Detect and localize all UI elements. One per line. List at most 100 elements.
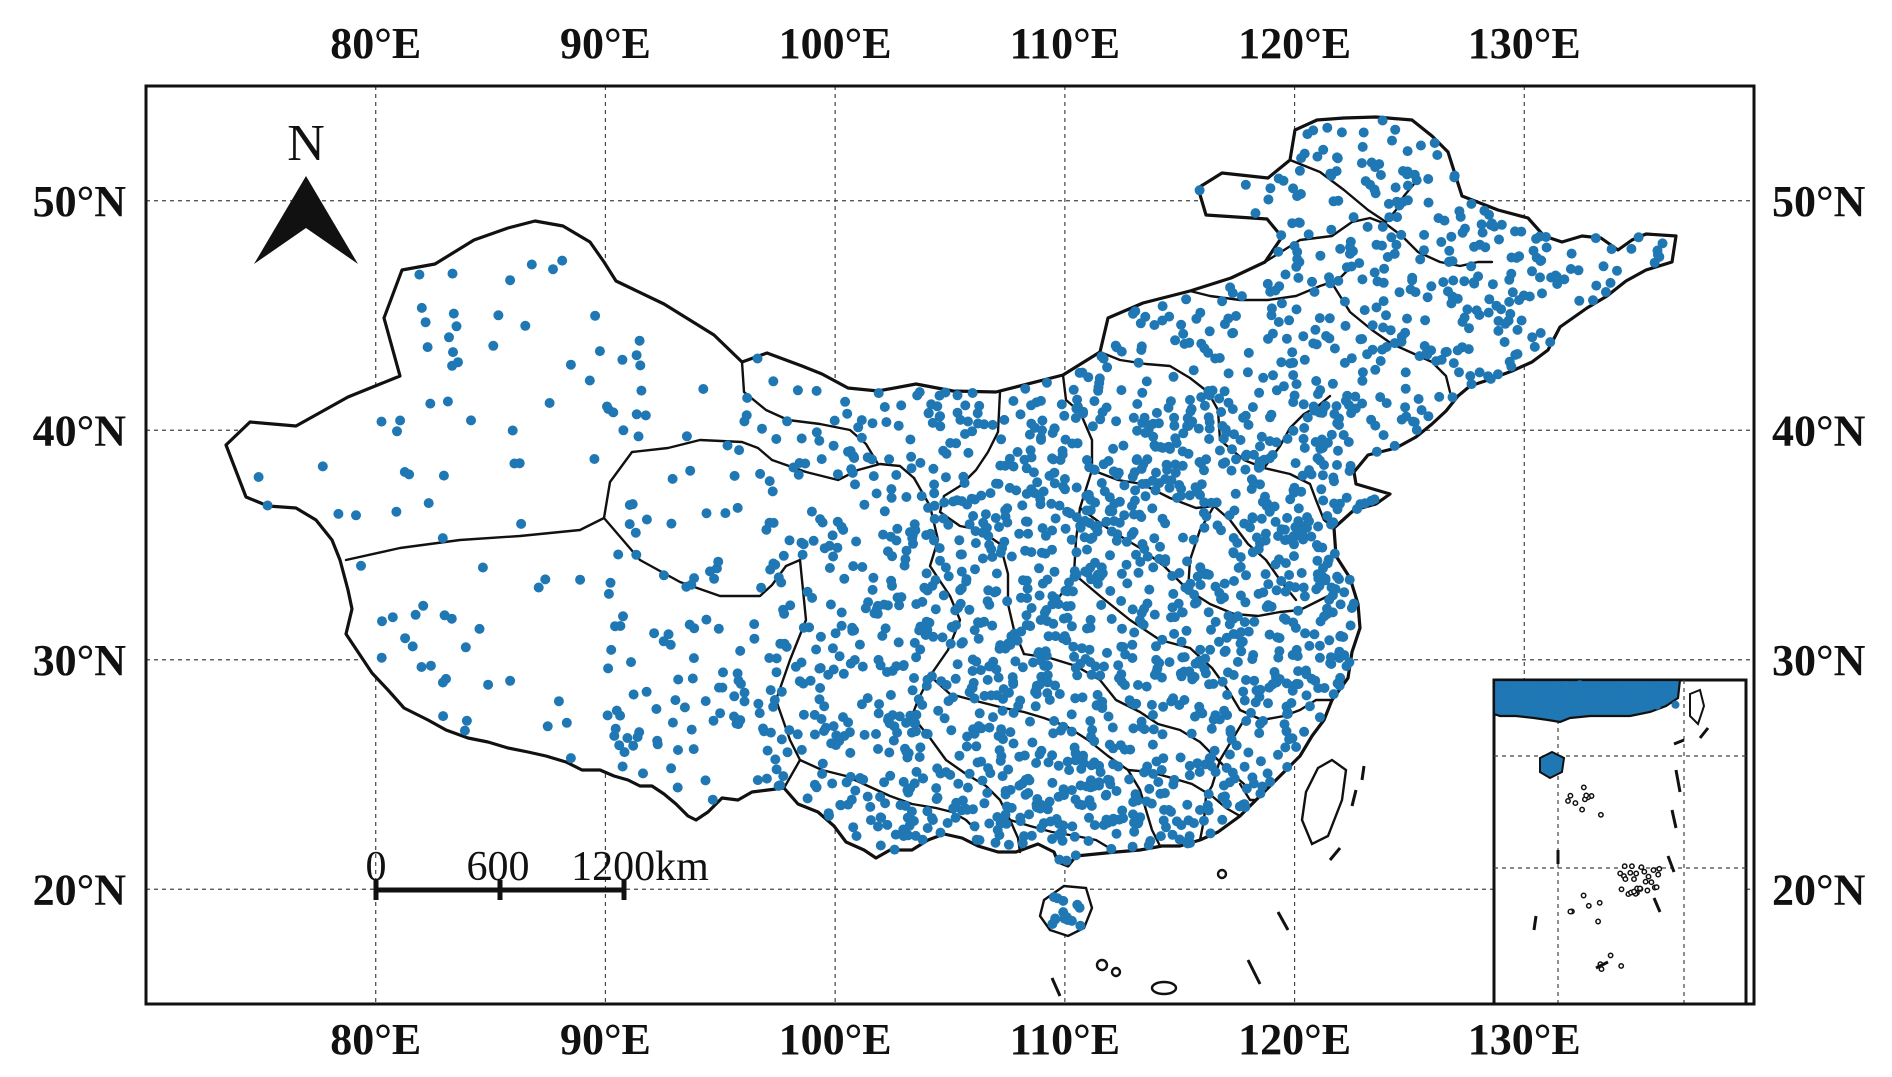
station-point — [793, 469, 804, 480]
paracel-islands-2 — [1110, 966, 1122, 978]
station-point — [1035, 803, 1046, 814]
station-point — [1298, 331, 1309, 342]
station-point — [1222, 689, 1233, 700]
station-point — [811, 427, 822, 438]
station-point — [842, 408, 853, 419]
station-point — [1184, 666, 1195, 677]
station-point — [778, 771, 789, 782]
station-point — [1017, 500, 1028, 511]
station-point — [1251, 532, 1262, 543]
station-point — [1273, 749, 1283, 760]
station-point — [540, 574, 551, 585]
station-point — [1175, 752, 1186, 763]
station-point — [1339, 296, 1350, 307]
station-point — [832, 542, 843, 553]
station-point — [943, 571, 954, 582]
station-point — [1184, 831, 1195, 842]
station-point — [1293, 272, 1304, 283]
station-point — [1004, 453, 1015, 464]
station-point — [1386, 232, 1397, 243]
station-point — [832, 469, 843, 480]
inset-station-point — [1651, 683, 1659, 692]
station-point — [796, 744, 807, 755]
station-point — [1003, 839, 1014, 850]
station-point — [1160, 474, 1171, 485]
station-point — [1087, 532, 1098, 543]
station-point — [1378, 430, 1389, 441]
station-point — [969, 625, 980, 636]
station-point — [1175, 490, 1186, 501]
station-point — [1524, 291, 1535, 302]
station-point — [739, 687, 750, 698]
station-point — [1054, 689, 1065, 699]
station-point — [771, 764, 782, 775]
station-point — [1095, 670, 1106, 681]
station-point — [1042, 677, 1053, 688]
station-point — [1177, 460, 1188, 471]
station-point — [1143, 424, 1154, 435]
station-point — [838, 668, 849, 679]
station-point — [1288, 183, 1299, 194]
station-point — [1058, 895, 1069, 906]
station-point — [700, 696, 711, 707]
station-point — [1357, 398, 1368, 409]
station-point — [1246, 484, 1257, 494]
inset-island-dot — [1656, 865, 1663, 872]
station-point — [1321, 331, 1332, 341]
station-point — [1240, 179, 1251, 190]
station-point — [1293, 679, 1304, 690]
station-point — [939, 713, 950, 724]
station-point — [845, 747, 856, 758]
station-point — [836, 620, 847, 631]
station-point — [892, 523, 903, 534]
station-point — [1195, 644, 1206, 655]
station-point — [1030, 687, 1041, 697]
station-point — [1101, 516, 1112, 527]
station-point — [1191, 597, 1202, 608]
station-point — [681, 431, 692, 442]
inset-island-dot — [1617, 870, 1624, 877]
lon-label-bottom-110: 110°E — [1010, 1015, 1121, 1064]
inset-station-point — [1563, 706, 1572, 715]
station-point — [1466, 261, 1477, 272]
station-point — [1089, 465, 1100, 475]
station-point — [1057, 449, 1068, 460]
station-point — [1204, 434, 1215, 444]
station-point — [994, 745, 1005, 756]
station-point — [1182, 556, 1193, 567]
station-point — [438, 470, 449, 481]
station-point — [1291, 742, 1302, 752]
station-point — [1139, 724, 1150, 735]
station-point — [1389, 248, 1400, 259]
station-point — [1128, 527, 1139, 537]
station-point — [333, 508, 344, 519]
station-point — [1042, 574, 1053, 585]
station-point — [1296, 486, 1307, 497]
station-point — [1311, 540, 1322, 550]
station-point — [1157, 634, 1168, 645]
station-point — [1130, 485, 1141, 496]
station-point — [1485, 373, 1496, 384]
station-point — [679, 702, 690, 713]
station-point — [1536, 255, 1547, 266]
station-point — [1142, 551, 1153, 562]
station-point — [956, 549, 967, 560]
station-point — [416, 302, 427, 313]
station-point — [1058, 481, 1069, 492]
station-point — [618, 611, 628, 622]
north-arrow-icon — [254, 176, 358, 264]
lon-label-top-120: 120°E — [1238, 19, 1351, 68]
lon-label-bottom-80: 80°E — [330, 1015, 421, 1064]
station-point — [984, 818, 995, 829]
station-point — [997, 705, 1008, 716]
station-point — [1228, 547, 1239, 558]
inset-station-point — [1589, 687, 1598, 696]
station-point — [1139, 544, 1150, 554]
station-point — [1149, 320, 1160, 330]
inset-island-dot — [1618, 962, 1625, 969]
station-point — [1176, 820, 1187, 831]
station-point — [843, 717, 854, 728]
station-point — [1409, 417, 1420, 428]
zhongsha-islands — [1150, 980, 1178, 996]
station-point — [834, 651, 845, 662]
